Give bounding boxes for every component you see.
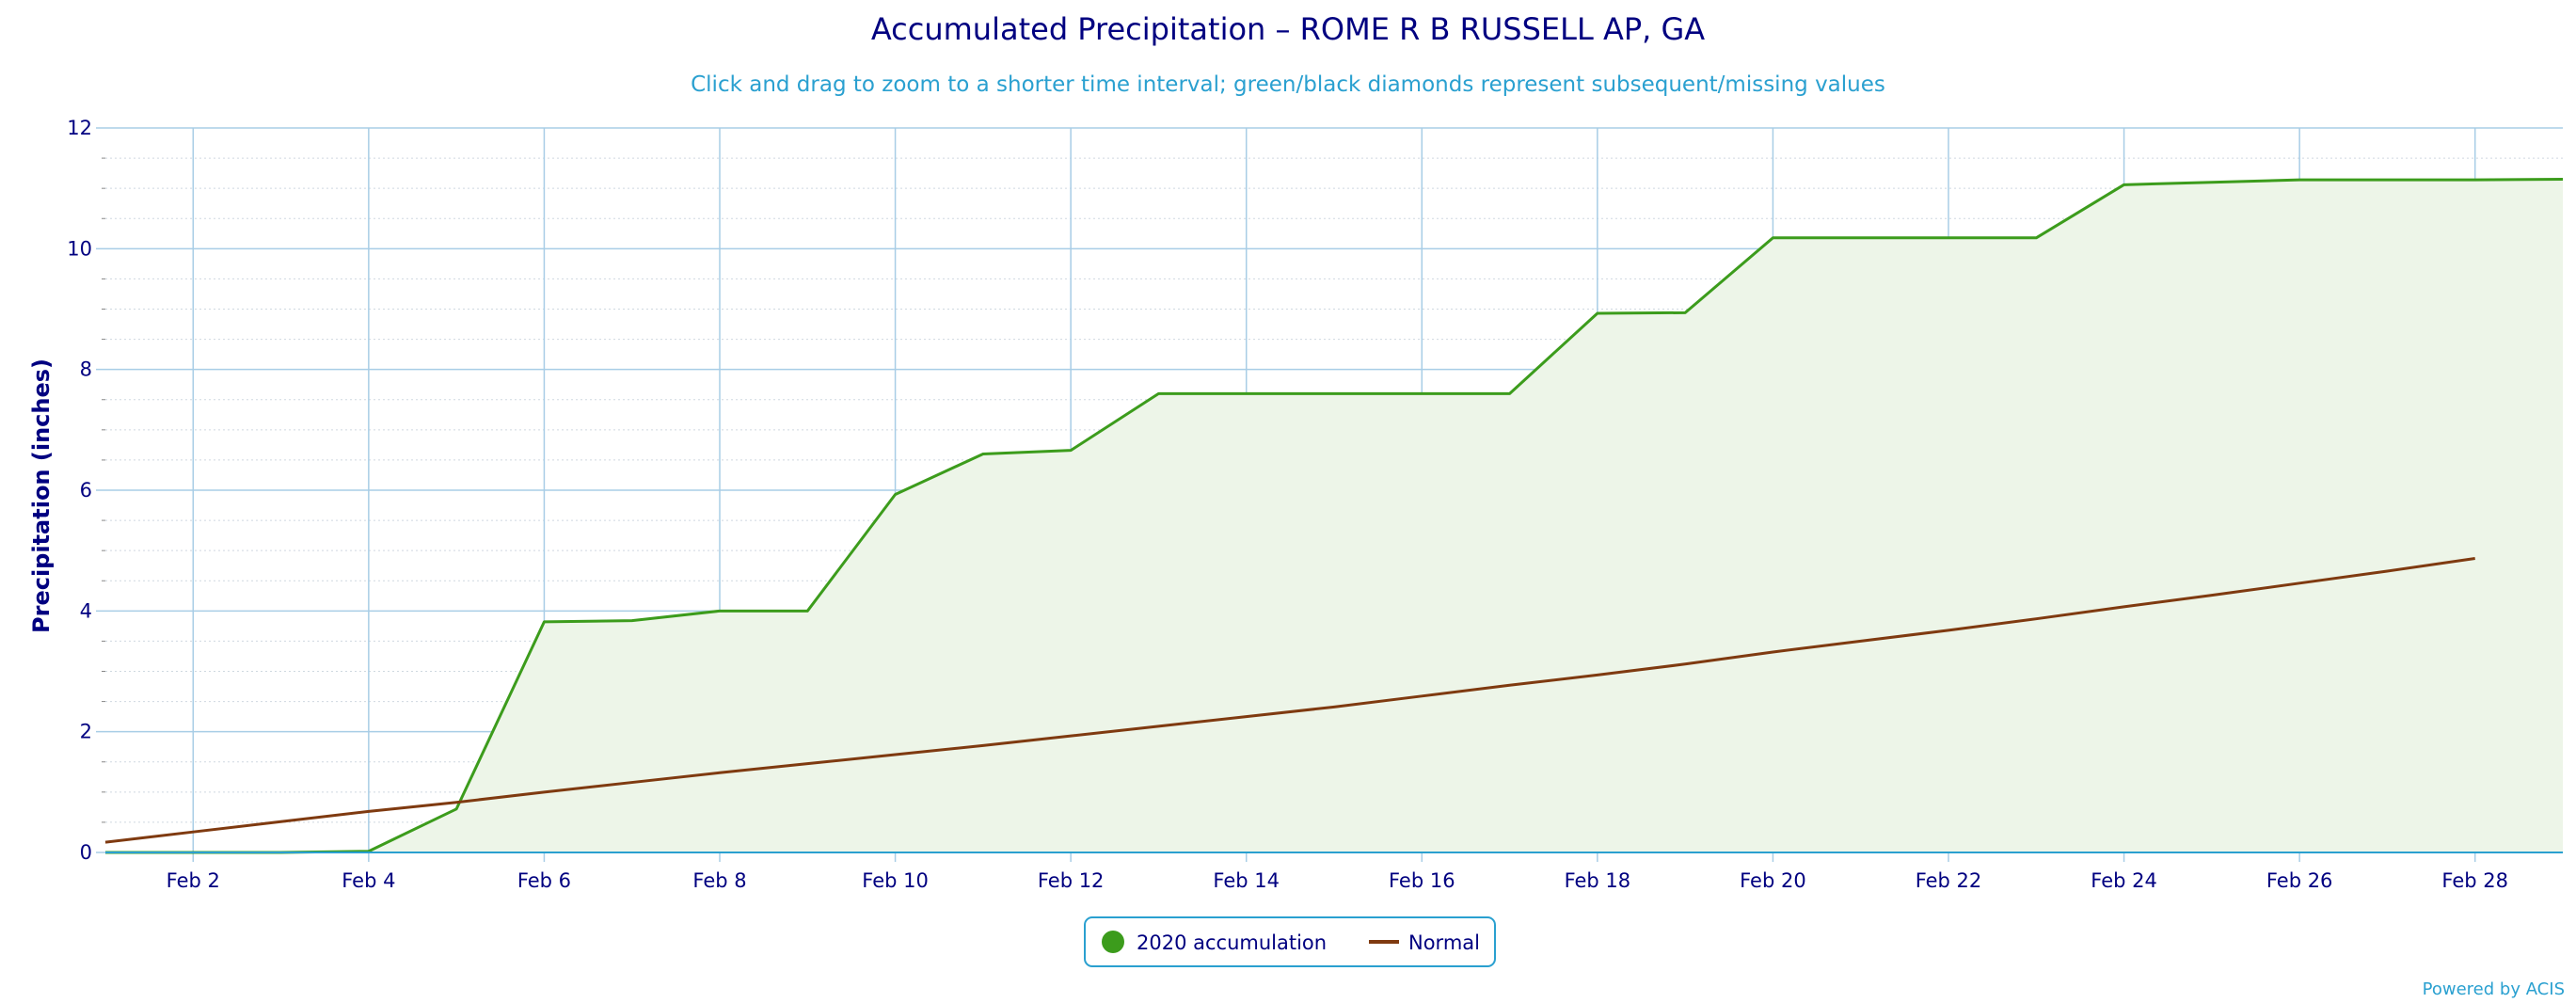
legend-item-accumulation[interactable]: 2020 accumulation [1102,931,1327,954]
legend-item-normal[interactable]: Normal [1369,931,1480,954]
x-tick-label: Feb 12 [1038,869,1105,892]
y-axis-title: Precipitation (inches) [28,358,55,633]
x-tick-label: Feb 18 [1565,869,1631,892]
legend-box [1084,916,1496,967]
x-tick-label: Feb 6 [517,869,571,892]
y-tick-label: 12 [67,117,92,139]
x-tick-label: Feb 20 [1740,869,1806,892]
x-tick-label: Feb 24 [2091,869,2157,892]
chart-subtitle: Click and drag to zoom to a shorter time… [691,72,1885,97]
credit-link[interactable]: Powered by ACIS [2423,979,2565,999]
legend-swatch-accumulation [1102,931,1124,953]
normal-line [104,557,2475,844]
accumulation-area [105,179,2563,852]
x-tick-label: Feb 14 [1213,869,1280,892]
y-tick-label: 4 [80,599,92,622]
y-tick-label: 0 [80,841,92,864]
x-axis: Feb 2 Feb 4 Feb 6 Feb 8 Feb 10 Feb 12 Feb 14 Fe… [167,869,2508,892]
accumulation-line [105,178,2564,854]
legend: 2020 accumulation Normal [1084,916,1496,967]
y-tick-label: 6 [80,479,92,502]
x-tick-label: Feb 16 [1389,869,1455,892]
chart-title: Accumulated Precipitation – ROME R B RUS… [871,11,1705,47]
y-tick-label: 2 [80,721,92,743]
x-tick-label: Feb 10 [862,869,929,892]
x-tick-label: Feb 28 [2441,869,2508,892]
y-tick-label: 8 [80,358,92,381]
x-tick-label: Feb 4 [342,869,395,892]
x-tick-label: Feb 2 [167,869,220,892]
x-tick-label: Feb 22 [1916,869,1982,892]
x-tick-label: Feb 26 [2266,869,2333,892]
legend-label-normal: Normal [1408,931,1480,954]
y-axis: 0 2 4 6 8 10 12 [67,117,92,864]
y-tick-label: 10 [67,237,92,260]
legend-label-accumulation: 2020 accumulation [1137,931,1327,954]
x-tick-label: Feb 8 [692,869,746,892]
plot-series [104,178,2564,854]
